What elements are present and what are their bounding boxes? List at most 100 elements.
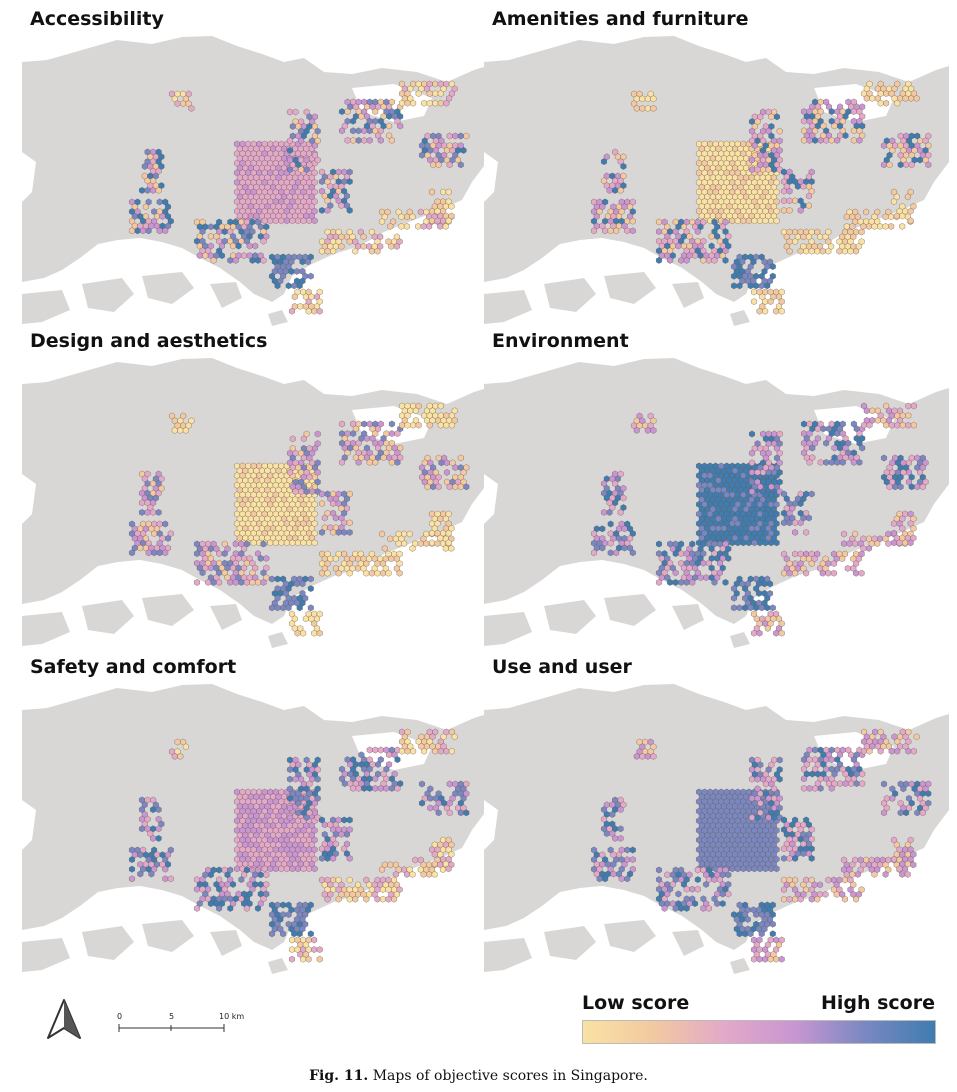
hex-cell [764,624,771,632]
hex-cell [307,575,314,583]
hex-cell [435,809,442,817]
hex-cell [311,539,318,547]
hex-cell [888,747,895,755]
hex-cell [910,421,917,429]
offshore-island [22,550,44,576]
hex-cell [363,569,370,577]
caption-label: Fig. 11. [309,1068,369,1084]
hex-cell [896,539,903,547]
hex-cell [734,217,741,225]
hex-cell [907,217,914,225]
hex-cell [246,242,253,250]
hex-cell [303,488,310,496]
hex-cell [656,256,662,264]
hex-cell [650,104,657,112]
hex-cell [644,95,651,103]
hex-cell [216,550,223,558]
hex-cell [227,578,234,586]
map-use [484,684,949,974]
hex-cell [267,539,274,547]
hex-cell [893,212,900,220]
hex-cell [633,752,640,760]
offshore-island [22,876,44,902]
hex-cell [914,809,921,817]
hex-cell [817,784,824,792]
hex-cell [306,539,312,547]
hex-cell [776,127,783,135]
hex-cell [617,186,624,194]
hex-cell [764,604,771,612]
hex-cell [606,186,613,194]
map-layers [484,358,949,648]
hex-cell [858,569,865,577]
hex-cell [374,569,381,577]
hex-cell [850,127,857,135]
hex-cell [280,604,287,612]
hex-cell [844,564,851,572]
hex-cell [346,528,353,536]
hex-cell [269,930,275,938]
hex-cell [374,247,381,255]
hex-cell [312,799,318,807]
hex-cell [786,247,793,255]
hex-cell [767,580,773,588]
hex-cell [257,554,264,562]
hex-cell [830,569,837,577]
hex-cell [421,99,428,107]
hex-cell [828,458,835,466]
hex-cell [415,90,422,98]
hex-cell [296,604,303,612]
hex-cell [888,222,895,230]
hex-cell [261,865,268,873]
north-arrow-icon [47,999,81,1039]
hex-cell [335,528,342,536]
hex-cell [426,99,433,107]
hex-cell [814,247,821,255]
hex-cell [388,136,395,144]
hex-cell [917,156,923,164]
hex-cell [306,865,312,873]
hex-cell [786,569,793,577]
hex-cell [205,578,212,586]
hex-cell [443,421,450,429]
hex-cell [437,534,444,542]
hex-cell [664,871,671,879]
hex-cell [639,95,646,103]
hex-cell [379,218,385,226]
hex-cell [440,217,447,225]
hex-cell [774,113,780,121]
hex-cell [339,127,345,135]
hex-cell [801,117,807,125]
hex-cell [753,911,760,919]
hex-cell [760,166,767,174]
hex-cell [620,494,627,502]
hex-cell [694,876,701,884]
hex-cell [445,529,452,537]
hex-cell [306,473,313,481]
hex-cell [828,108,835,116]
hex-cell [339,108,345,116]
hex-cell [841,530,847,538]
hex-cell [639,104,646,112]
hex-cell [756,307,763,315]
map-title: Accessibility [30,8,164,30]
hex-cell [294,580,300,588]
hex-cell [299,258,306,266]
hex-cell [255,256,261,264]
hex-cell [139,825,145,833]
hex-cell [609,810,616,818]
offshore-island [82,278,134,312]
hex-cell [896,865,903,873]
hex-cell [177,752,184,760]
hex-cell [913,94,920,102]
hex-cell [314,775,321,783]
hex-cell [786,854,793,862]
hex-cell [409,213,416,221]
hex-cell [278,217,285,225]
hex-cell [842,876,848,884]
hex-cell [435,161,442,169]
hex-cell [806,458,813,466]
hex-cell [828,784,835,792]
hex-cell [227,904,234,912]
hex-cell [431,850,438,858]
